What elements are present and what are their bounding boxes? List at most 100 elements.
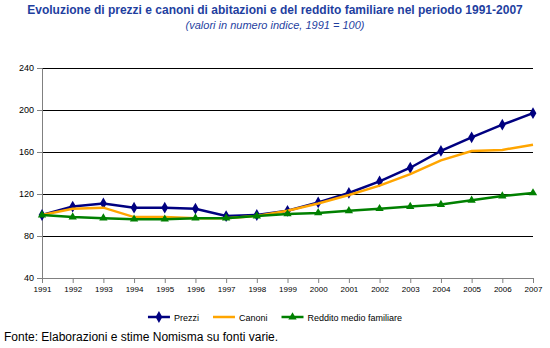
x-tick: 1996 <box>187 278 205 294</box>
x-tick-mark <box>165 278 166 283</box>
x-tick-label: 1997 <box>218 285 236 294</box>
y-tick-label: 40 <box>24 273 34 283</box>
series-marker <box>39 209 46 221</box>
x-tick-mark <box>533 278 534 283</box>
x-tick: 1991 <box>34 278 52 294</box>
x-tick-mark <box>195 278 196 283</box>
series-marker <box>499 119 506 131</box>
y-tick: 80 <box>24 231 42 241</box>
x-tick: 1992 <box>64 278 82 294</box>
grid-line <box>42 236 533 237</box>
x-tick-mark <box>472 278 473 283</box>
chart: Evoluzione di prezzi e canoni di abitazi… <box>0 0 550 348</box>
x-tick: 1993 <box>95 278 113 294</box>
x-tick-label: 1999 <box>279 285 297 294</box>
legend-swatch <box>213 316 235 319</box>
series-marker <box>69 201 76 213</box>
series-marker <box>468 131 475 143</box>
series-marker <box>222 213 230 220</box>
grid-line <box>42 194 533 195</box>
legend: Prezzi Canoni Reddito medio familiare <box>148 311 402 323</box>
series-line <box>42 193 533 219</box>
series-marker <box>314 208 322 215</box>
series-marker <box>191 213 199 220</box>
x-tick: 2005 <box>463 278 481 294</box>
series-line <box>42 113 533 216</box>
x-tick-mark <box>257 278 258 283</box>
x-tick: 1998 <box>248 278 266 294</box>
x-tick: 1995 <box>156 278 174 294</box>
series-marker <box>345 206 353 213</box>
series-marker <box>223 210 230 222</box>
x-tick: 2000 <box>310 278 328 294</box>
subtitle: (valori in numero indice, 1991 = 100) <box>186 19 365 31</box>
y-tick: 160 <box>19 147 42 157</box>
x-tick-mark <box>42 278 43 283</box>
legend-label: Prezzi <box>174 313 199 323</box>
legend-marker <box>288 312 296 319</box>
grid <box>42 68 533 278</box>
series-marker <box>192 203 199 215</box>
y-tick-mark <box>37 194 42 195</box>
series-marker <box>437 200 445 207</box>
grid-line <box>42 152 533 153</box>
x-tick: 2002 <box>371 278 389 294</box>
x-tick-mark <box>318 278 319 283</box>
x-tick-label: 2007 <box>525 285 543 294</box>
x-tick-label: 2003 <box>402 285 420 294</box>
y-tick-mark <box>37 152 42 153</box>
x-tick: 2007 <box>525 278 543 294</box>
x-tick: 2006 <box>494 278 512 294</box>
x-tick-label: 2004 <box>433 285 451 294</box>
source: Fonte: Elaborazioni e stime Nomisma su f… <box>4 330 278 344</box>
series-marker <box>99 213 107 220</box>
x-tick-mark <box>380 278 381 283</box>
series-marker <box>498 191 506 198</box>
marks <box>38 107 537 222</box>
x-tick: 2004 <box>433 278 451 294</box>
series-marker <box>161 214 169 221</box>
x-tick-mark <box>73 278 74 283</box>
x-tick-mark <box>349 278 350 283</box>
x-tick-label: 2002 <box>371 285 389 294</box>
x-tick-label: 1994 <box>126 285 144 294</box>
x-tick-mark <box>134 278 135 283</box>
series-marker <box>283 209 291 216</box>
grid-line <box>42 68 533 69</box>
x-tick-label: 1993 <box>95 285 113 294</box>
legend-marker <box>156 311 163 323</box>
grid-line <box>42 110 533 111</box>
series-line <box>42 145 533 219</box>
x-tick-mark <box>226 278 227 283</box>
series-marker <box>161 202 168 214</box>
x-tick: 2001 <box>340 278 358 294</box>
plot: 40 80 120 160 200 240 1991 1992 1993 1994 1995 1996… <box>19 63 543 293</box>
x-tick-label: 1992 <box>64 285 82 294</box>
series-marker <box>69 212 77 219</box>
series-marker <box>438 145 445 157</box>
series-marker <box>530 107 537 119</box>
x-tick-mark <box>502 278 503 283</box>
x-tick-label: 1995 <box>156 285 174 294</box>
y-tick-mark <box>37 236 42 237</box>
legend-label: Canoni <box>239 313 268 323</box>
x-tick-label: 2000 <box>310 285 328 294</box>
legend-item: Reddito medio familiare <box>282 312 403 322</box>
x-axis-line <box>43 279 534 284</box>
y-tick-mark <box>37 68 42 69</box>
series-marker <box>467 195 475 202</box>
series-marker <box>345 187 352 199</box>
legend-label: Reddito medio familiare <box>308 313 403 323</box>
legend-item: Prezzi <box>148 311 199 323</box>
y-tick-label: 120 <box>19 189 34 199</box>
y-tick: 200 <box>19 105 42 115</box>
x-tick-label: 1996 <box>187 285 205 294</box>
y-tick-mark <box>37 278 42 279</box>
y-axis: 40 80 120 160 200 240 <box>19 63 43 283</box>
series-marker <box>131 202 138 214</box>
y-tick-label: 240 <box>19 63 34 73</box>
y-tick-label: 160 <box>19 147 34 157</box>
x-tick-mark <box>410 278 411 283</box>
x-tick: 1999 <box>279 278 297 294</box>
series-marker <box>406 202 414 209</box>
